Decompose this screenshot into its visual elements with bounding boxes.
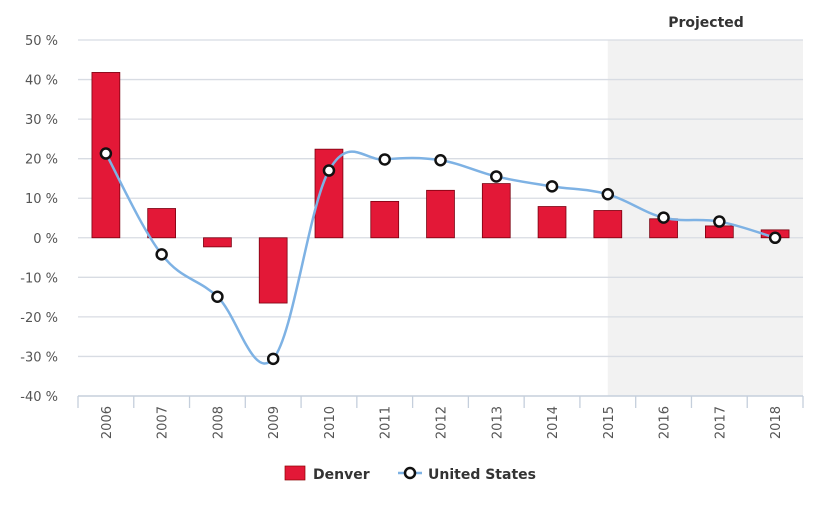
denver-bar-2015[interactable] (593, 210, 623, 239)
denver-bar-2009[interactable] (258, 237, 288, 304)
us-point-2017[interactable] (713, 215, 726, 228)
denver-bar-2014[interactable] (537, 206, 567, 239)
us-point-2007[interactable] (155, 248, 168, 261)
x-tick-label: 2018 (769, 406, 784, 439)
x-tick-label: 2012 (435, 406, 450, 439)
us-point-2016[interactable] (657, 211, 670, 224)
us-point-2018[interactable] (768, 231, 782, 245)
denver-bar-2013[interactable] (481, 183, 511, 239)
denver-bar-2008[interactable] (203, 237, 232, 248)
us-point-2011[interactable] (378, 153, 391, 166)
y-tick-label: 10 % (25, 192, 58, 207)
legend-item-denver[interactable]: Denver (284, 465, 370, 483)
y-tick-label: 40 % (25, 74, 58, 89)
y-tick-label: -10 % (20, 271, 58, 286)
us-point-2008[interactable] (211, 290, 224, 303)
projected-label: Projected (668, 15, 744, 31)
us-point-2009[interactable] (266, 352, 280, 366)
x-tick-label: 2008 (211, 406, 226, 439)
x-tick-label: 2010 (323, 406, 338, 439)
x-tick-label: 2016 (658, 406, 673, 439)
x-tick-label: 2011 (379, 406, 394, 439)
y-tick-label: -20 % (20, 311, 58, 326)
denver-bar-2007[interactable] (147, 208, 176, 239)
y-tick-label: 50 % (25, 34, 58, 49)
x-tick-label: 2014 (546, 406, 561, 439)
us-point-2012[interactable] (434, 153, 447, 167)
y-tick-label: 0 % (33, 232, 58, 247)
x-tick-label: 2007 (156, 406, 171, 439)
us-point-2013[interactable] (490, 170, 503, 183)
us-point-2015[interactable] (601, 188, 615, 201)
denver-bar-2006[interactable] (91, 72, 121, 239)
legend-us-label: United States (428, 467, 536, 483)
x-tick-label: 2013 (490, 406, 505, 439)
x-tick-label: 2015 (602, 406, 617, 439)
projected-band (607, 40, 803, 396)
y-tick-label: -30 % (20, 350, 58, 365)
legend: Denver United States (284, 465, 536, 483)
legend-denver-swatch (284, 465, 306, 481)
x-tick-label: 2017 (713, 406, 728, 439)
denver-bar-2011[interactable] (370, 200, 400, 239)
x-tick-label: 2009 (267, 406, 282, 439)
y-tick-label: -40 % (20, 390, 58, 405)
us-point-2010[interactable] (322, 164, 336, 177)
legend-denver-label: Denver (313, 467, 370, 483)
x-tick-label: 2006 (100, 406, 115, 439)
y-tick-label: 20 % (25, 153, 58, 168)
us-point-2006[interactable] (99, 147, 113, 160)
legend-item-united-states[interactable]: United States (398, 466, 536, 483)
legend-us-marker (403, 466, 417, 480)
us-point-2014[interactable] (545, 180, 559, 193)
y-tick-label: 30 % (25, 113, 58, 128)
denver-bar-2012[interactable] (426, 189, 455, 239)
